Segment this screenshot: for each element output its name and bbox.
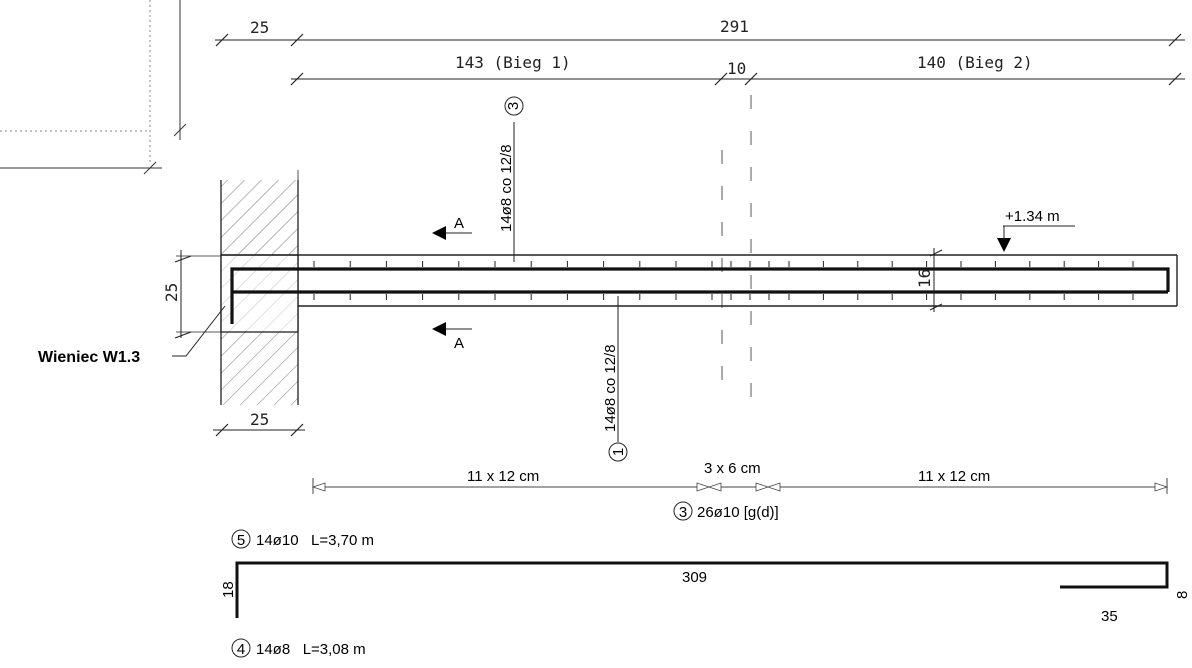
main-rebar — [230, 267, 1170, 324]
bar-5-number: 5 — [237, 532, 245, 549]
spacing-left: 11 x 12 cm — [467, 468, 539, 485]
dim-flight-1: 143 (Bieg 1) — [455, 53, 571, 72]
level-value: +1.34 m — [1005, 208, 1060, 225]
bar-3-callout: 3 14ø8 co 12/8 — [498, 96, 524, 262]
section-label-top: A — [454, 215, 464, 232]
bar-1-spec: 14ø8 co 12/8 — [602, 344, 619, 432]
section-marker-bottom: A — [432, 322, 472, 352]
bar-3-number: 3 — [505, 102, 522, 110]
section-label-bottom: A — [454, 335, 464, 352]
bar-3-dist-number: 3 — [679, 504, 687, 521]
bar-4-schedule: 4 14ø8 L=3,08 m — [231, 638, 366, 658]
bar-shape-left-leg: 18 — [220, 581, 237, 598]
spacing-dimension: 11 x 12 cm 3 x 6 cm 11 x 12 cm — [311, 460, 1169, 494]
section-marker-top: A — [432, 215, 472, 240]
bar-1-number: 1 — [610, 448, 627, 456]
dim-slab-thickness: 16 — [915, 269, 934, 288]
reference-dashed-lines — [297, 95, 752, 400]
top-dimension-flights: 143 (Bieg 1) 10 140 (Bieg 2) — [290, 53, 1185, 86]
bar-3-dist-spec: 26ø10 [g(d)] — [697, 504, 779, 521]
top-dimension-total: 25 291 — [215, 17, 1185, 47]
bar-5-spec: 14ø10 L=3,70 m — [256, 532, 374, 549]
bar-shape-right-leg: 8 — [1174, 591, 1191, 599]
dim-left-width: 25 — [250, 18, 269, 37]
bar-shape-length: 309 — [682, 569, 707, 586]
bar-4-number: 4 — [237, 641, 245, 658]
wall-bottom-dimension: 25 — [213, 410, 305, 437]
slab-outline — [221, 254, 1178, 307]
slab-thickness-dimension: 16 — [915, 248, 943, 312]
dim-gap: 10 — [727, 59, 746, 78]
bar-shape: 18 309 8 35 — [220, 561, 1191, 625]
ring-beam-callout: Wieniec W1.3 — [38, 305, 226, 366]
ring-beam-label: Wieniec W1.3 — [38, 349, 140, 366]
bar-5-schedule: 5 14ø10 L=3,70 m — [231, 529, 374, 549]
dim-flight-2: 140 (Bieg 2) — [917, 53, 1033, 72]
spacing-right: 11 x 12 cm — [918, 468, 990, 485]
spacing-mid: 3 x 6 cm — [704, 460, 761, 477]
dim-wall-width: 25 — [250, 410, 269, 429]
level-marker: +1.34 m — [997, 208, 1075, 252]
wall-height-dimension: 25 — [162, 250, 221, 339]
distribution-bar-ticks — [313, 261, 1134, 300]
dim-total-length: 291 — [720, 17, 749, 36]
bar-3-distribution: 3 26ø10 [g(d)] — [673, 501, 779, 521]
dim-wall-height: 25 — [162, 283, 181, 302]
bar-1-callout: 1 14ø8 co 12/8 — [602, 296, 628, 462]
bar-4-spec: 14ø8 L=3,08 m — [256, 641, 366, 658]
bar-shape-lap: 35 — [1101, 608, 1118, 625]
previous-view-fragment — [0, 0, 187, 175]
bar-3-spec: 14ø8 co 12/8 — [498, 144, 515, 232]
